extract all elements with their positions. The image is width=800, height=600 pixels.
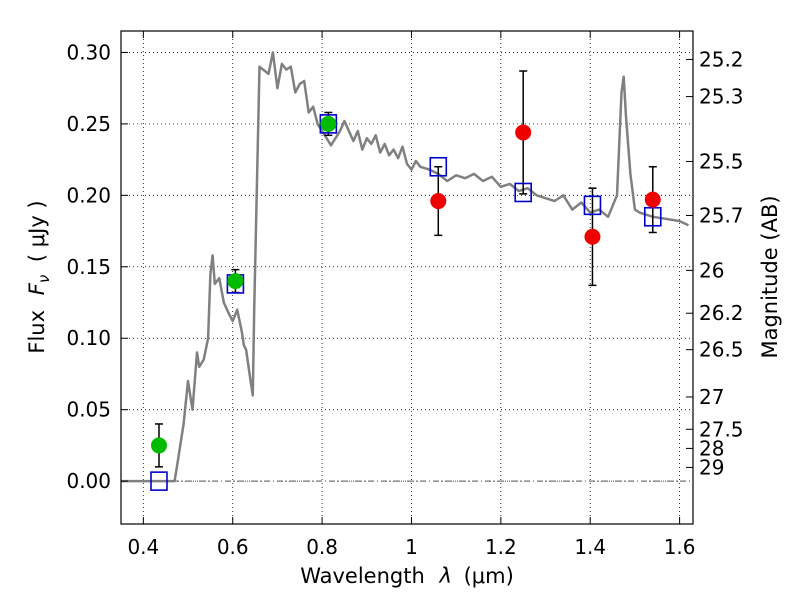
y-tick-label: 0.05 bbox=[66, 398, 111, 422]
x-tick-label: 1 bbox=[405, 535, 418, 559]
plot-background bbox=[121, 31, 693, 524]
model-photometry-series bbox=[150, 114, 662, 491]
y-axis-label-symbol: F bbox=[25, 282, 49, 295]
y2-tick-label: 25.7 bbox=[699, 203, 744, 227]
detection-point bbox=[515, 124, 532, 141]
x-axis-label-symbol: λ bbox=[438, 564, 451, 588]
detection-point bbox=[227, 273, 244, 290]
y2-axis-label: Magnitude (AB) bbox=[758, 195, 782, 358]
detection-point bbox=[584, 228, 601, 245]
y-tick-label: 0.30 bbox=[66, 40, 111, 64]
y2-tick-label: 26.5 bbox=[699, 338, 744, 362]
detection-series bbox=[150, 115, 661, 454]
y-tick-label: 0.10 bbox=[66, 326, 111, 350]
x-axis-label: Wavelength λ (μm) bbox=[300, 564, 514, 588]
model-photometry-point bbox=[150, 471, 168, 491]
y2-tick-label: 26.2 bbox=[699, 301, 744, 325]
x-tick-label: 1.4 bbox=[574, 535, 606, 559]
x-tick-label: 1.6 bbox=[664, 535, 696, 559]
y2-tick-label: 25.3 bbox=[699, 85, 744, 109]
y-tick-label: 0.25 bbox=[66, 112, 111, 136]
y-tick-label: 0.15 bbox=[66, 255, 111, 279]
y2-tick-label: 25.5 bbox=[699, 149, 744, 173]
model-photometry-point bbox=[643, 206, 662, 227]
y2-tick-label: 27.5 bbox=[699, 417, 744, 441]
model-photometry-point bbox=[514, 182, 532, 203]
x-axis-label-unit: (μm) bbox=[464, 564, 514, 588]
x-tick-label: 0.8 bbox=[306, 535, 338, 559]
y2-tick-label: 27 bbox=[699, 385, 724, 409]
y2-tick-label: 29 bbox=[699, 455, 724, 479]
model-sed-series bbox=[121, 51, 690, 483]
plot-frame bbox=[120, 30, 694, 525]
detection-point bbox=[320, 115, 337, 132]
y-axis-label-text: Flux bbox=[25, 310, 49, 354]
y2-tick-label: 26 bbox=[699, 258, 724, 282]
x-tick-label: 1.2 bbox=[485, 535, 517, 559]
model-photometry-point bbox=[583, 195, 602, 216]
detection-point bbox=[150, 437, 167, 454]
detection-point bbox=[430, 193, 447, 210]
model-photometry-point bbox=[429, 156, 448, 177]
y2-tick-label: 25.2 bbox=[699, 47, 744, 71]
y2-tick-label: 28 bbox=[699, 436, 724, 460]
x-axis-label-text: Wavelength bbox=[300, 564, 425, 588]
y-axis-label: Flux Fν ( μJy ) bbox=[25, 200, 54, 353]
grid bbox=[121, 31, 693, 524]
y-axis-label-unit: ( μJy ) bbox=[25, 200, 49, 262]
x-tick-label: 0.4 bbox=[127, 535, 159, 559]
ticks: 0.4 0.6 0.8 1 1.2 1.4 1.6 0.00 0.05 0.10 0.15 0.20 0… bbox=[66, 31, 744, 559]
x-tick-label: 0.6 bbox=[217, 535, 249, 559]
y-tick-label: 0.20 bbox=[66, 183, 111, 207]
model-sed-line bbox=[121, 51, 690, 483]
y-tick-label: 0.00 bbox=[66, 469, 111, 493]
y-axis-label-subscript: ν bbox=[35, 275, 53, 283]
detection-point bbox=[644, 191, 661, 208]
